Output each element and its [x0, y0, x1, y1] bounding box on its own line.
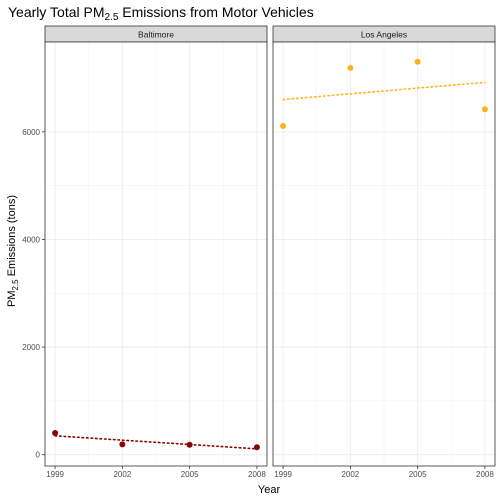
- x-tick-label: 2005: [409, 470, 427, 479]
- data-point: [186, 441, 193, 448]
- x-axis-title: Year: [258, 484, 281, 496]
- y-axis-title-prefix: PM: [6, 290, 18, 307]
- x-tick-label: 2008: [248, 470, 266, 479]
- x-tick-label: 2002: [113, 470, 131, 479]
- chart-title-suffix: Emissions from Motor Vehicles: [118, 4, 313, 20]
- data-point: [280, 122, 287, 129]
- facet-panels: Baltimore 1999 2002 2005 2008 0 2000 4000 6000 Lo…: [22, 25, 496, 479]
- x-tick-label: 2005: [181, 470, 199, 479]
- data-point: [347, 64, 354, 71]
- trend-line: [54, 435, 258, 450]
- chart-title-subscript: 2.5: [105, 12, 119, 23]
- x-tick-label: 1999: [274, 470, 292, 479]
- facet-strip-label: Los Angeles: [361, 30, 407, 40]
- data-point: [52, 430, 59, 437]
- panel-border: [44, 41, 268, 467]
- y-tick-label: 2000: [22, 343, 40, 352]
- data-point: [119, 441, 126, 448]
- facet-panel-0: Baltimore 1999 2002 2005 2008 0 2000 4000 6000: [22, 25, 268, 479]
- y-axis-title-subscript: 2.5: [11, 279, 20, 291]
- y-tick-label: 0: [36, 451, 41, 460]
- data-point: [481, 106, 488, 113]
- x-tick-label: 1999: [46, 470, 64, 479]
- x-tick-label: 2002: [341, 470, 359, 479]
- chart-title-prefix: Yearly Total PM: [8, 4, 105, 20]
- x-tick-label: 2008: [476, 470, 494, 479]
- facet-panel-1: Los Angeles 1999 2002 2005 2008: [272, 25, 496, 479]
- data-point: [414, 58, 421, 65]
- trend-line: [282, 81, 486, 101]
- y-tick-label: 6000: [22, 128, 40, 137]
- chart-title: Yearly Total PM2.5 Emissions from Motor …: [8, 4, 314, 23]
- data-point: [253, 444, 260, 451]
- panel-border: [272, 41, 496, 467]
- y-tick-label: 4000: [22, 235, 40, 244]
- facet-strip-label: Baltimore: [138, 30, 174, 40]
- y-axis-title: PM2.5 Emissions (tons): [6, 195, 20, 307]
- y-axis-title-suffix: Emissions (tons): [6, 195, 18, 279]
